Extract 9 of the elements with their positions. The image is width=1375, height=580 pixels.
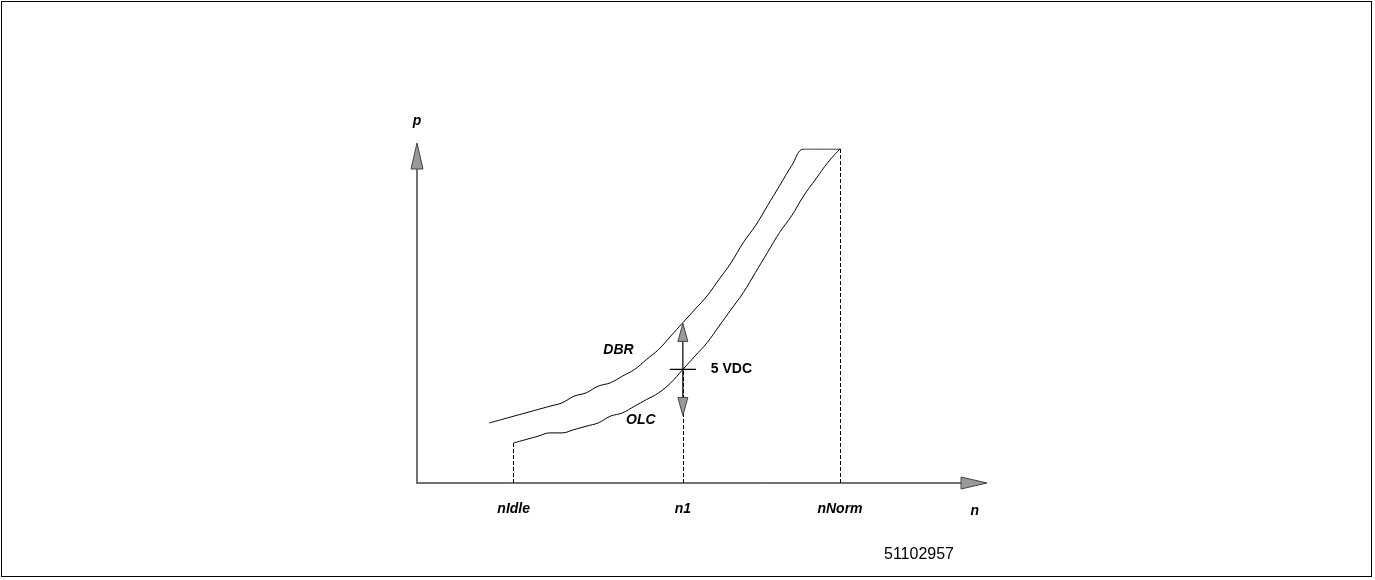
y-axis-title: p: [411, 112, 422, 128]
series-label: DBR: [603, 341, 635, 358]
x-axis-title: n: [970, 502, 979, 518]
series-label: OLC: [626, 410, 657, 427]
annotation: 5 VDC: [710, 360, 753, 377]
x-tick-label: nIdle: [497, 500, 531, 516]
x-tick-label: nNorm: [817, 500, 863, 516]
x-tick-label: n1: [674, 500, 692, 516]
text: 51102957: [884, 545, 954, 563]
